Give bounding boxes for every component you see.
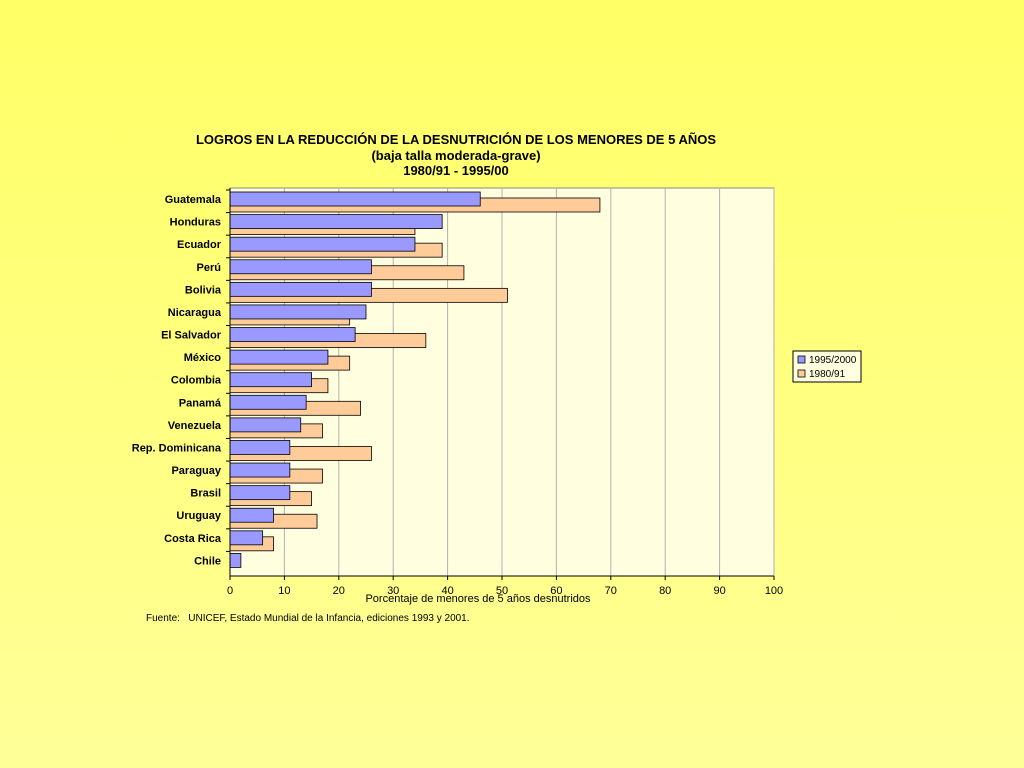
bar-1995-2000-4: [229, 281, 372, 297]
bar-1995-2000-3: [229, 259, 372, 275]
category-label-13: Brasil: [190, 488, 221, 500]
bar-1995-2000-10: [229, 417, 302, 433]
bar-1995-2000-2: [229, 236, 416, 252]
legend-swatch-1980-91: [797, 369, 806, 378]
bar-1995-2000-13: [229, 485, 291, 501]
category-label-2: Ecuador: [177, 239, 222, 251]
x-tick-label-100: 100: [765, 585, 783, 597]
category-label-16: Chile: [194, 555, 221, 567]
legend-label-1995-2000: 1995/2000: [809, 355, 857, 366]
bar-1995-2000-9: [229, 394, 307, 410]
x-tick-label-90: 90: [713, 585, 725, 597]
x-tick-label-30: 30: [387, 585, 399, 597]
x-tick-label-80: 80: [659, 585, 671, 597]
bar-1995-2000-8: [229, 372, 312, 388]
bar-1995-2000-12: [229, 462, 291, 478]
category-label-9: Panamá: [179, 397, 222, 409]
legend-label-1980-91: 1980/91: [809, 369, 846, 380]
x-tick-label-0: 0: [227, 585, 233, 597]
x-axis-label: Porcentaje de menores de 5 años desnutri…: [365, 593, 591, 605]
bar-1995-2000-6: [229, 327, 356, 342]
category-label-0: Guatemala: [165, 194, 222, 206]
bar-1995-2000-15: [229, 530, 264, 546]
axes: [226, 188, 775, 580]
bars: [229, 191, 601, 568]
x-tick-label-60: 60: [550, 585, 562, 597]
chart-title-line-1: LOGROS EN LA REDUCCIÓN DE LA DESNUTRICIÓ…: [196, 132, 716, 147]
category-label-4: Bolivia: [185, 284, 222, 296]
bar-1995-2000-7: [229, 349, 329, 365]
category-label-7: México: [184, 352, 222, 364]
category-label-1: Honduras: [170, 217, 221, 229]
chart-title-line-3: 1980/91 - 1995/00: [403, 163, 509, 178]
category-labels: Guatemala Honduras Ecuador Perú Bolivia Nicar…: [132, 194, 222, 567]
category-label-10: Venezuela: [168, 420, 222, 432]
category-label-14: Uruguay: [176, 510, 222, 522]
x-tick-label-20: 20: [333, 585, 345, 597]
category-label-5: Nicaragua: [168, 307, 222, 319]
bar-1995-2000-11: [229, 440, 291, 455]
bar-1995-2000-5: [229, 304, 367, 320]
bar-1995-2000-14: [229, 507, 274, 523]
category-label-3: Perú: [197, 262, 221, 274]
bar-1995-2000-1: [229, 214, 443, 229]
category-label-12: Paraguay: [171, 465, 221, 477]
x-tick-label-40: 40: [441, 585, 453, 597]
category-label-6: El Salvador: [161, 330, 222, 342]
legend-swatch-1995-2000: [797, 355, 806, 364]
source-note: Fuente: UNICEF, Estado Mundial de la Inf…: [146, 613, 470, 624]
category-label-8: Colombia: [171, 375, 222, 387]
x-tick-label-50: 50: [496, 585, 508, 597]
category-label-15: Costa Rica: [164, 533, 222, 545]
bar-1995-2000-0: [229, 191, 481, 207]
bar-1995-2000-16: [229, 553, 242, 568]
chart-title-line-2: (baja talla moderada-grave): [371, 148, 540, 163]
x-tick-label-10: 10: [278, 585, 290, 597]
chart-title: LOGROS EN LA REDUCCIÓN DE LA DESNUTRICIÓ…: [196, 132, 716, 178]
x-tick-labels: 0 10 20 30 40 50 60 70 80 90 100: [227, 585, 783, 597]
category-label-11: Rep. Dominicana: [132, 442, 222, 454]
legend: 1995/2000 1980/91: [792, 350, 862, 383]
x-tick-label-70: 70: [605, 585, 617, 597]
